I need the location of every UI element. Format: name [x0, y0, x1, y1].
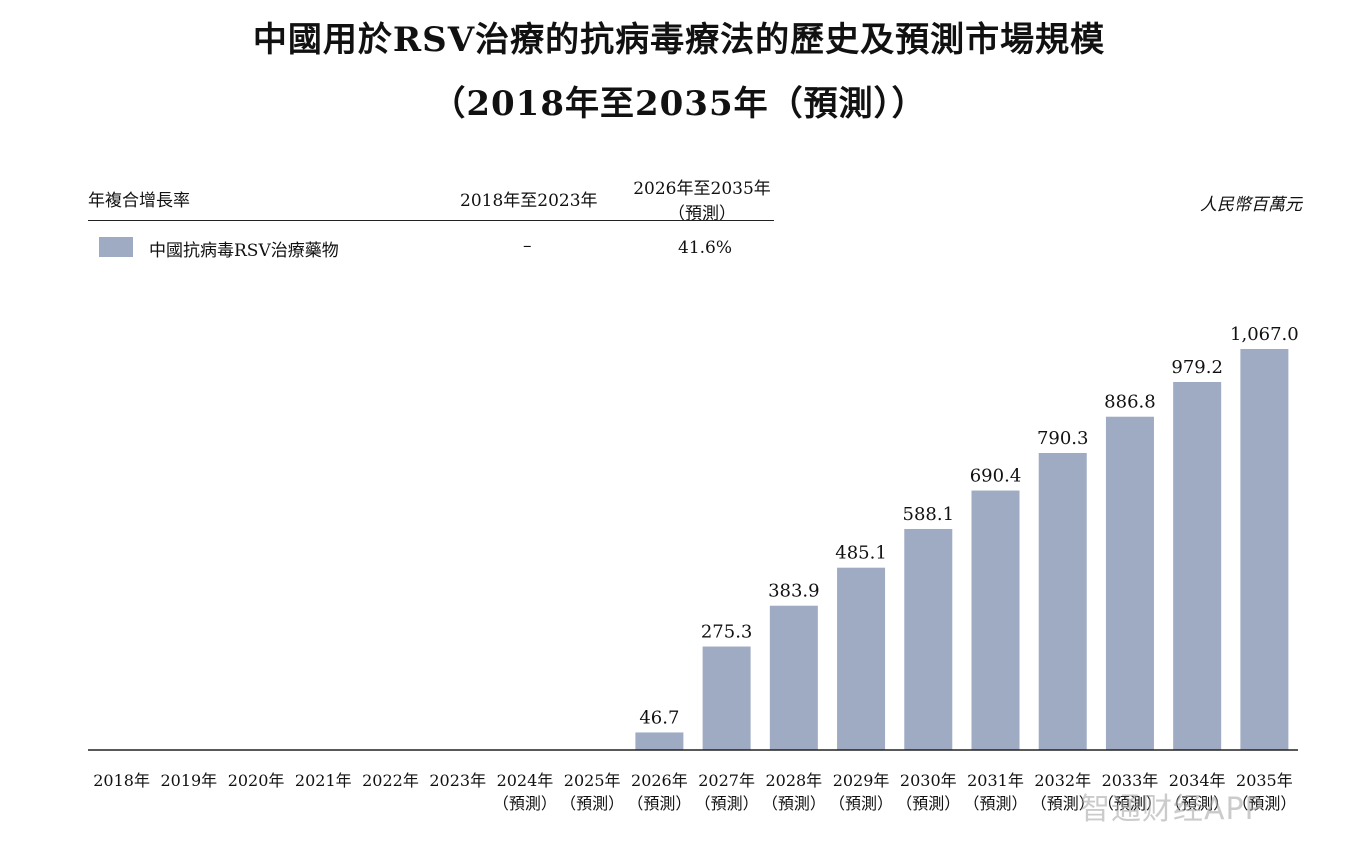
- x-tick-label: 2035年: [1236, 771, 1293, 790]
- chart-subtitle: （2018年至2035年（預測））: [431, 84, 927, 124]
- bar: [635, 732, 684, 750]
- data-label: 275.3: [701, 622, 753, 643]
- data-label: 588.1: [903, 504, 955, 525]
- x-tick-sublabel: （預測）: [896, 794, 960, 813]
- cagr-col2-header: 2026年至2035年 （預測）: [632, 174, 772, 224]
- cagr-col2-header-line2: （預測）: [668, 204, 736, 224]
- x-tick-label: 2026年: [631, 771, 688, 790]
- x-tick-sublabel: （預測）: [762, 794, 826, 813]
- x-tick-label: 2020年: [228, 771, 285, 790]
- data-label: 383.9: [768, 581, 820, 602]
- bar: [769, 605, 818, 750]
- bar: [1038, 452, 1087, 750]
- x-tick-label: 2023年: [429, 771, 486, 790]
- cagr-table-rule: [88, 220, 774, 221]
- bar: [1240, 349, 1289, 750]
- x-tick-sublabel: （預測）: [963, 794, 1027, 813]
- x-tick-label: 2019年: [160, 771, 217, 790]
- x-tick-sublabel: （預測）: [627, 794, 691, 813]
- bar: [837, 567, 886, 750]
- x-tick-label: 2027年: [698, 771, 755, 790]
- bar: [971, 490, 1020, 750]
- legend-swatch: [99, 237, 133, 257]
- x-tick-label: 2028年: [765, 771, 822, 790]
- x-tick-label: 2025年: [564, 771, 621, 790]
- x-tick-label: 2030年: [900, 771, 957, 790]
- cagr-row-label: 中國抗病毒RSV治療藥物: [149, 241, 339, 261]
- unit-label: 人民幣百萬元: [1200, 195, 1302, 215]
- x-tick-label: 2033年: [1102, 771, 1159, 790]
- bar: [702, 646, 751, 750]
- x-tick-label: 2022年: [362, 771, 419, 790]
- x-tick-sublabel: （預測）: [1165, 794, 1229, 813]
- x-tick-label: 2024年: [497, 771, 554, 790]
- x-tick-label: 2018年: [93, 771, 150, 790]
- bar: [904, 528, 953, 750]
- cagr-col1-header: 2018年至2023年: [460, 191, 598, 211]
- x-tick-label: 2029年: [833, 771, 890, 790]
- data-label: 790.3: [1037, 428, 1089, 449]
- x-tick-sublabel: （預測）: [829, 794, 893, 813]
- data-label: 1,067.0: [1230, 324, 1299, 345]
- x-tick-label: 2032年: [1034, 771, 1091, 790]
- x-tick-sublabel: （預測）: [695, 794, 759, 813]
- cagr-row-col2: 41.6%: [678, 238, 733, 258]
- x-tick-sublabel: （預測）: [1232, 794, 1296, 813]
- data-label: 979.2: [1171, 357, 1223, 378]
- x-tick-label: 2031年: [967, 771, 1024, 790]
- data-label: 485.1: [835, 543, 887, 564]
- watermark: 智通财经APP: [1080, 792, 1264, 827]
- data-label: 46.7: [639, 707, 679, 728]
- x-tick-sublabel: （預測）: [1098, 794, 1162, 813]
- x-tick-label: 2034年: [1169, 771, 1226, 790]
- cagr-col2-header-line1: 2026年至2035年: [633, 179, 771, 199]
- bar: [1173, 381, 1222, 750]
- chart-title: 中國用於RSV治療的抗病毒療法的歷史及預測市場規模: [252, 20, 1106, 60]
- cagr-header-label: 年複合增長率: [88, 191, 190, 211]
- x-tick-sublabel: （預測）: [1031, 794, 1095, 813]
- bar: [1105, 416, 1154, 750]
- cagr-row-col1: –: [523, 236, 532, 256]
- data-label: 886.8: [1104, 392, 1156, 413]
- x-tick-sublabel: （預測）: [493, 794, 557, 813]
- data-label: 690.4: [970, 466, 1022, 487]
- x-tick-label: 2021年: [295, 771, 352, 790]
- x-tick-sublabel: （預測）: [560, 794, 624, 813]
